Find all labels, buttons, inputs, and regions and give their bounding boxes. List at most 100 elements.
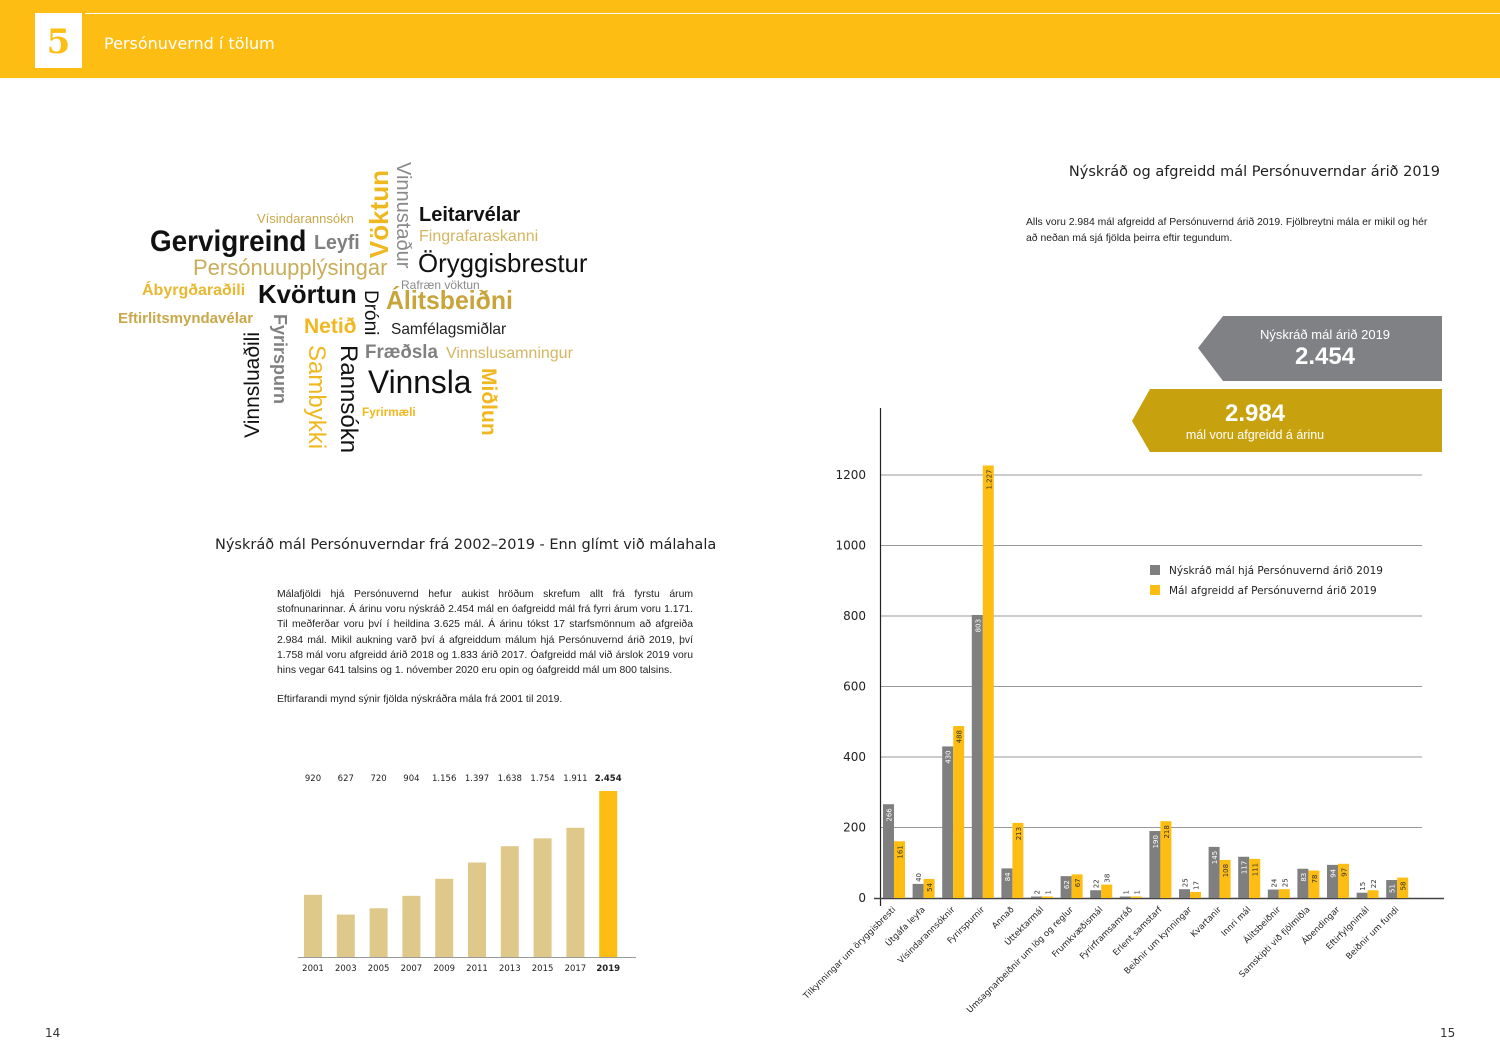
year-label: 2009 [433, 964, 455, 974]
value-label: 920 [305, 774, 321, 784]
word-netid: Netið [304, 315, 357, 338]
year-label: 2001 [302, 964, 324, 974]
bar-new [942, 746, 954, 898]
word-fyrirmaeli: Fyrirmæli [362, 405, 416, 419]
left-text-block: Málafjöldi hjá Persónuvernd hefur aukist… [277, 587, 693, 707]
bar-2019 [599, 791, 618, 957]
bar-value-label: 25 [1182, 878, 1190, 887]
bar-closed [894, 841, 905, 898]
legend-swatch [1150, 585, 1160, 595]
bar-value-label: 430 [945, 750, 953, 763]
bar-value-label: 40 [915, 873, 923, 882]
y-tick-label: 0 [858, 891, 866, 905]
bar-value-label: 22 [1093, 879, 1101, 888]
bar-closed [1071, 874, 1083, 898]
bar-value-label: 83 [1300, 873, 1308, 882]
bar-new [1060, 876, 1072, 898]
right-section-title: Nýskráð og afgreidd mál Persónuverndar á… [1068, 164, 1440, 180]
bar-2001 [304, 894, 322, 957]
bar-value-label: 1 [1045, 890, 1053, 894]
bar-value-label: 17 [1193, 881, 1201, 890]
word-midlun: Miðlun [477, 368, 500, 436]
bar-value-label: 1.227 [985, 469, 993, 489]
bar-value-label: 78 [1311, 875, 1319, 884]
year-label: 2013 [499, 964, 521, 974]
bar-value-label: 161 [897, 845, 905, 858]
legend-label: Nýskráð mál hjá Persónuvernd árið 2019 [1169, 565, 1383, 577]
bar-new [1386, 880, 1398, 898]
bar-value-label: 108 [1222, 864, 1230, 877]
bar-value-label: 94 [1330, 868, 1338, 877]
bar-value-label: 38 [1104, 874, 1112, 883]
word-fraedsla: Fræðsla [365, 342, 438, 363]
bar-value-label: 803 [974, 619, 982, 632]
word-fyrirspurn: Fyrirspurn [270, 314, 290, 405]
badge-new-label: Nýskráð mál árið 2019 [1259, 327, 1391, 342]
y-tick-label: 1200 [835, 468, 866, 482]
value-label: 1.911 [563, 774, 587, 784]
bar-closed [1219, 859, 1231, 898]
word-rafraen-voktun: Rafræn vöktun [401, 278, 480, 292]
word-rannsokn: Rannsókn [335, 345, 362, 454]
word-sambykki: Sambykki [303, 345, 330, 450]
category-label: Fyrirframsamráð [1078, 905, 1135, 962]
bar-closed [1160, 821, 1172, 898]
bar-value-label: 51 [1389, 884, 1397, 893]
badge-new: Nýskráð mál árið 2019 2.454 [1225, 327, 1425, 371]
page-number-left: 14 [45, 1026, 61, 1040]
bar-closed [953, 725, 965, 898]
bar-value-label: 62 [1063, 880, 1071, 889]
word-leitarvelar: Leitarvélar [419, 204, 521, 226]
bar-new [971, 614, 983, 898]
bar-new [1031, 896, 1042, 898]
bar-closed [1101, 884, 1113, 898]
bar-new [912, 883, 924, 898]
bar-2011 [468, 862, 486, 957]
legend-label: Mál afgreidd af Persónuvernd árið 2019 [1169, 585, 1377, 597]
bar-value-label: 24 [1270, 878, 1278, 887]
bar-closed [1130, 896, 1142, 898]
bar-2017 [566, 827, 585, 957]
bar-2009 [435, 878, 454, 957]
bar-closed [1190, 892, 1201, 898]
y-tick-label: 200 [843, 821, 866, 835]
left-section-title: Nýskráð mál Persónuverndar frá 2002–2019… [215, 537, 717, 553]
y-tick-label: 400 [843, 750, 866, 764]
left-paragraph-2: Eftirfarandi mynd sýnir fjölda nýskráðra… [277, 694, 563, 706]
bar-new [1327, 864, 1338, 898]
bar-closed [1397, 877, 1409, 898]
year-label: 2017 [565, 964, 587, 974]
bar-new [1208, 846, 1220, 898]
badge-new-shape [1198, 316, 1442, 381]
bar-value-label: 2 [1034, 890, 1042, 894]
chapter-number: 5 [35, 13, 82, 68]
category-label: Frumkvæðismál [1050, 905, 1105, 960]
word-vinnsla: Vinnsla [368, 364, 472, 400]
value-label: 2.454 [595, 774, 622, 784]
bar-new [1119, 896, 1131, 898]
word-kvortun: Kvörtun [258, 279, 357, 309]
value-label: 627 [338, 774, 354, 784]
bar-closed [982, 465, 994, 898]
value-label: 720 [370, 774, 386, 784]
bar-2015 [533, 838, 552, 957]
bar-value-label: 58 [1400, 882, 1408, 891]
value-label: 904 [403, 774, 419, 784]
bar-value-label: 97 [1341, 868, 1349, 877]
bar-value-label: 190 [1152, 835, 1160, 848]
word-vinnslusamningur: Vinnslusamningur [446, 345, 573, 362]
chapter-title: Persónuvernd í tölum [104, 34, 275, 53]
bar-new [1179, 889, 1190, 898]
word-samfelagsmidlar: Samfélagsmiðlar [391, 321, 507, 338]
year-label: 2015 [532, 964, 554, 974]
bar-value-label: 117 [1241, 861, 1249, 874]
value-label: 1.754 [530, 774, 554, 784]
word-leyfi: Leyfi [314, 232, 360, 254]
bar-closed [1308, 870, 1320, 898]
year-label: 2003 [335, 964, 357, 974]
bar-value-label: 54 [926, 882, 934, 891]
bar-new [1149, 831, 1161, 898]
bar-2005 [369, 908, 388, 957]
y-tick-label: 600 [843, 680, 866, 694]
